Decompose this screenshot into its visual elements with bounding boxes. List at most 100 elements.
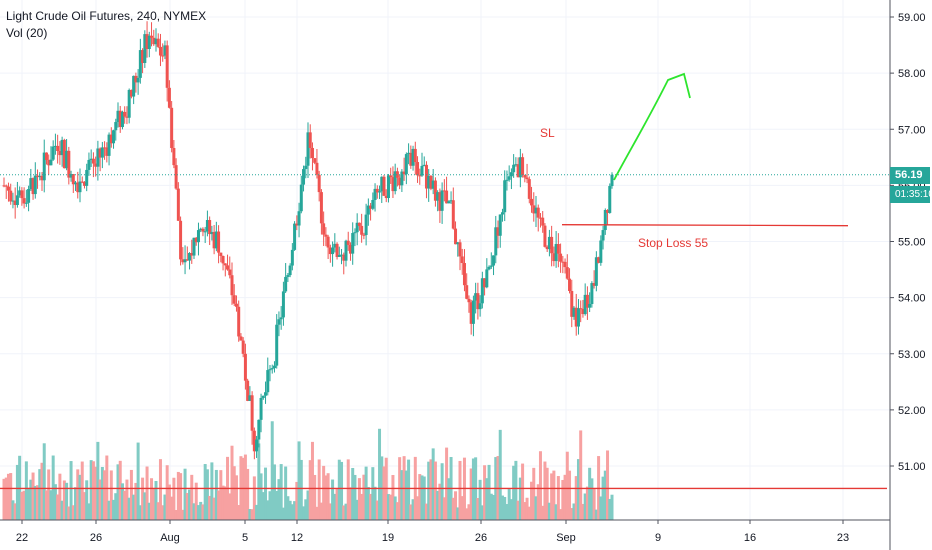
candle-body [179, 220, 183, 260]
volume-bar [74, 487, 78, 520]
volume-bar [308, 460, 312, 520]
candle-body [538, 217, 542, 219]
candle-body [333, 243, 337, 248]
candle-body [480, 278, 484, 304]
volume-bar [498, 429, 502, 520]
volume-bar [132, 494, 136, 520]
volume-bar [500, 495, 504, 520]
candle-body [192, 237, 196, 256]
candle-body [375, 188, 379, 193]
volume-bar [69, 461, 73, 520]
volume-bar [503, 496, 507, 520]
candle-body [190, 252, 194, 256]
price-tick-label: 51.00 [898, 461, 926, 473]
candle-body [183, 259, 187, 263]
price-tick-label: 58.00 [898, 68, 926, 80]
volume-bar [588, 467, 592, 520]
candle-body [429, 175, 433, 189]
volume-bar [342, 505, 346, 520]
candle-body [40, 175, 44, 181]
candle-body [181, 259, 185, 263]
candle-body [409, 152, 413, 166]
candle-body [87, 159, 91, 170]
candle-body [315, 162, 319, 175]
volume-bar [264, 467, 268, 520]
candle-body [420, 165, 424, 176]
candle-body [407, 152, 411, 155]
candle-body [288, 265, 292, 276]
volume-bar [293, 501, 297, 520]
candle-body [18, 190, 22, 196]
volume-bar [465, 508, 469, 520]
candle-body [100, 147, 104, 158]
candle-body [474, 293, 478, 301]
candle-body [424, 164, 428, 189]
candle-body [268, 369, 272, 371]
volume-bar [351, 467, 355, 520]
volume-bar [514, 460, 518, 520]
candle-body [13, 200, 17, 206]
volume-bar [355, 499, 359, 520]
candle-body [31, 178, 35, 195]
volume-bar [199, 501, 203, 520]
volume-bar [31, 472, 35, 520]
candle-body [606, 209, 610, 213]
candle-body [590, 283, 594, 304]
volume-bar [550, 473, 554, 520]
volume-bar [418, 474, 422, 520]
candle-body [96, 148, 100, 167]
volume-bar [100, 466, 104, 520]
candle-body [348, 244, 352, 254]
volume-bar [344, 503, 348, 520]
volume-bar [389, 494, 393, 520]
price-tick-label: 59.00 [898, 12, 926, 24]
volume-bar [103, 470, 107, 520]
volume-bar [230, 445, 234, 520]
volume-bar [492, 494, 496, 520]
volume-bar [228, 493, 232, 520]
candle-body [91, 158, 95, 164]
volume-bar [518, 477, 522, 520]
candle-body [550, 236, 554, 254]
volume-bar [232, 466, 236, 520]
volume-bar [85, 480, 89, 520]
volume-bar [15, 464, 19, 520]
volume-bar [141, 477, 145, 520]
candle-body [416, 162, 420, 176]
volume-bar [386, 494, 390, 520]
volume-bar [561, 479, 565, 520]
volume-bar [259, 473, 263, 520]
volume-bar [313, 474, 317, 520]
candle-body [6, 186, 10, 191]
candle-body [143, 34, 147, 64]
volume-bar [261, 492, 265, 520]
candle-body [565, 267, 569, 279]
volume-bar [594, 509, 598, 520]
volume-bar [147, 502, 151, 520]
volume-bar [27, 487, 31, 520]
volume-bar [545, 467, 549, 520]
candle-body [71, 173, 75, 185]
candle-body [514, 164, 518, 166]
candle-body [185, 259, 189, 261]
candle-body [559, 253, 563, 262]
candle-body [579, 308, 583, 310]
candle-body [112, 130, 116, 144]
candle-body [138, 50, 142, 78]
candle-body [199, 228, 203, 231]
candle-body [588, 303, 592, 308]
candle-body [85, 169, 89, 186]
candle-body [516, 164, 520, 178]
volume-bar [217, 490, 221, 520]
volume-bar [317, 459, 321, 520]
volume-bar [471, 458, 475, 520]
volume-bar [357, 478, 361, 520]
candle-body [592, 283, 596, 286]
candle-body [561, 261, 565, 263]
volume-bar [335, 488, 339, 520]
volume-bar [429, 459, 433, 520]
volume-bar [201, 504, 205, 520]
volume-bar [71, 505, 75, 520]
candle-body [163, 45, 167, 56]
